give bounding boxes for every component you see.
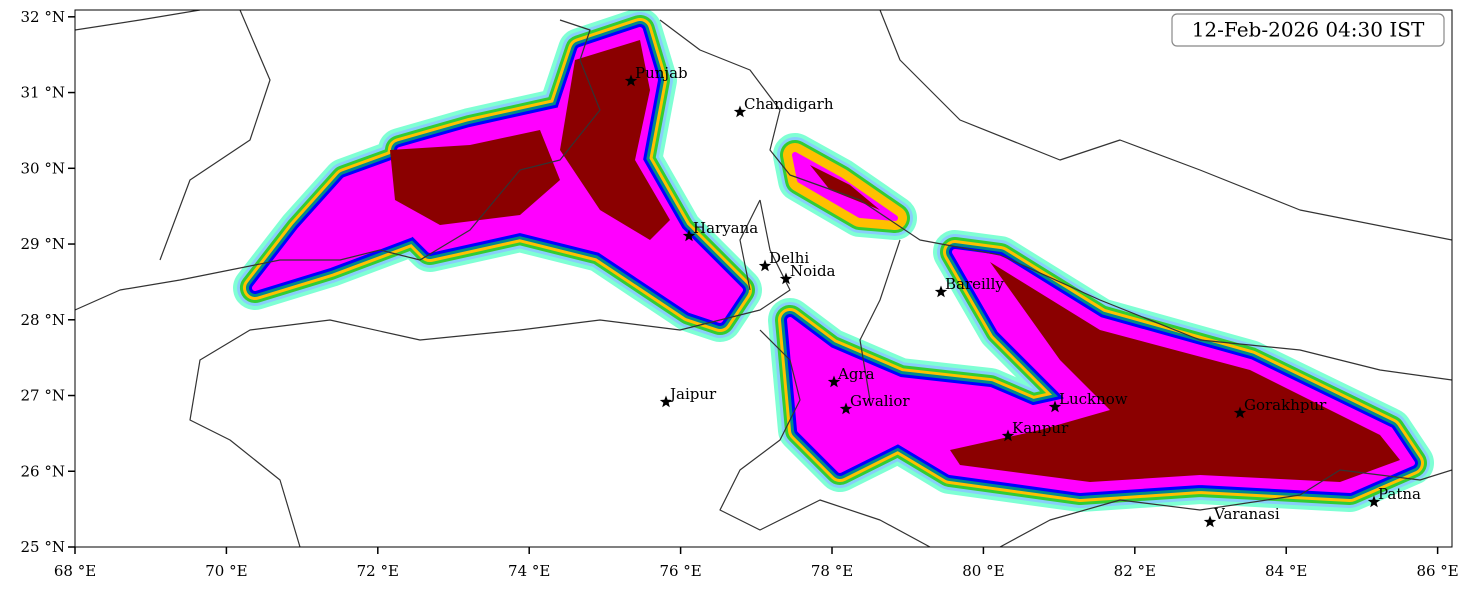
boundary <box>719 329 931 547</box>
band-core <box>390 40 1400 482</box>
city-label: Delhi <box>769 249 809 267</box>
y-tick-label: 26 °N <box>21 462 65 480</box>
boundary <box>659 19 1452 381</box>
timestamp: 12-Feb-2026 04:30 IST <box>1192 18 1425 42</box>
city-star <box>934 285 948 298</box>
city-label: Lucknow <box>1059 390 1128 408</box>
city-star <box>779 272 793 285</box>
city-star <box>1048 400 1062 413</box>
x-tick-label: 82 °E <box>1114 562 1156 580</box>
boundary <box>75 19 601 311</box>
boundary <box>75 10 271 261</box>
map-layers <box>75 10 1452 547</box>
boundary <box>739 199 901 401</box>
timestamp-frame <box>1171 13 1445 47</box>
x-tick-label: 72 °E <box>357 562 399 580</box>
y-tick-label: 30 °N <box>21 159 65 177</box>
city-star <box>733 105 747 118</box>
y-tick-label: 31 °N <box>21 84 65 102</box>
x-tick-label: 74 °E <box>508 562 550 580</box>
y-tick-label: 25 °N <box>21 538 65 556</box>
boundary <box>879 10 1452 241</box>
city-label: Varanasi <box>1213 505 1280 523</box>
x-tick-label: 70 °E <box>205 562 247 580</box>
y-tick-label: 32 °N <box>21 8 65 26</box>
borders <box>75 10 1452 547</box>
city-star <box>624 74 638 87</box>
city-star <box>758 259 772 272</box>
city-star <box>659 395 673 408</box>
rain-core <box>810 165 880 210</box>
city-star <box>1203 515 1217 528</box>
city-star <box>839 402 853 415</box>
x-tick-label: 84 °E <box>1265 562 1307 580</box>
city-star <box>1233 406 1247 419</box>
axis-ticks: 68 °E 70 °E 72 °E 74 °E 76 °E 78 °E 80 °E 82 °E… <box>21 8 1459 580</box>
city-label: Punjab <box>635 64 688 82</box>
rain-core <box>560 40 670 240</box>
x-tick-label: 68 °E <box>54 562 96 580</box>
city-label: Bareilly <box>945 275 1004 293</box>
city-label: Haryana <box>693 219 758 237</box>
city-star <box>1001 429 1015 442</box>
y-tick-label: 27 °N <box>21 387 65 405</box>
city-star <box>1367 495 1381 508</box>
city-star <box>682 229 696 242</box>
plot-frame <box>74 9 1453 548</box>
timestamp-box: 12-Feb-2026 04:30 IST <box>1171 13 1445 47</box>
city-label: Gwalior <box>850 392 910 410</box>
x-tick-label: 86 °E <box>1416 562 1458 580</box>
x-tick-label: 80 °E <box>962 562 1004 580</box>
boundary <box>999 469 1452 547</box>
city-label: Patna <box>1378 485 1421 503</box>
boundary <box>189 199 791 547</box>
city-label: Agra <box>837 365 875 383</box>
x-tick-label: 76 °E <box>659 562 701 580</box>
city-label: Kanpur <box>1012 419 1069 437</box>
city-label: Chandigarh <box>744 95 834 113</box>
city-label: Noida <box>790 262 836 280</box>
x-tick-label: 78 °E <box>811 562 853 580</box>
y-tick-label: 28 °N <box>21 311 65 329</box>
precipitation-field <box>255 30 1412 490</box>
rain-core <box>390 130 560 225</box>
y-tick-label: 29 °N <box>21 235 65 253</box>
city-label: Gorakhpur <box>1244 396 1327 414</box>
rain-core <box>950 262 1400 482</box>
city-star <box>827 375 841 388</box>
city-label: Jaipur <box>668 385 717 403</box>
